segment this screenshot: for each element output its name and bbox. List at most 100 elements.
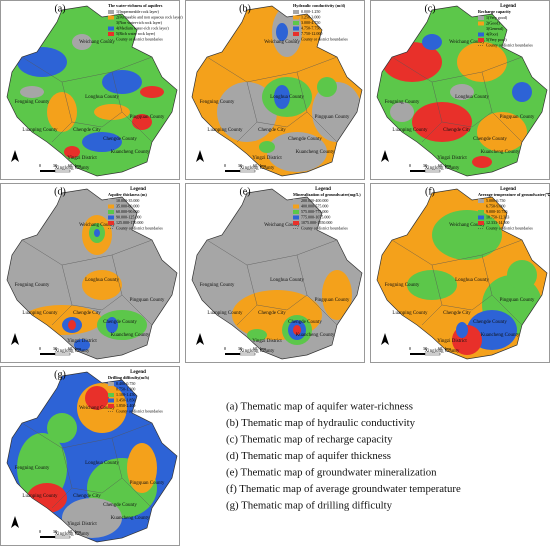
north-arrow xyxy=(196,150,204,162)
scale-label: 60 xyxy=(68,529,73,534)
legend-swatch xyxy=(478,215,484,220)
map-zone xyxy=(274,85,290,109)
legend-item: 3.000-4.750 xyxy=(301,20,320,25)
county-label: Yingzi District xyxy=(67,339,97,344)
legend-item: 0.750-1.100 xyxy=(116,386,135,391)
legend-item: 60.000-90.000 xyxy=(116,209,139,214)
caption: (e) Thematic map of groundwater minerali… xyxy=(226,466,437,478)
legend-item: 2(Permeable and non aqueous rock layer) xyxy=(116,14,183,19)
legend-item: 4.750-7.750 xyxy=(301,25,320,30)
legend-boundary: County or district boundaries xyxy=(301,225,348,230)
county-label: Weichang County xyxy=(79,40,115,45)
county-label: Fengning County xyxy=(385,283,420,288)
legend-item: 7.750-12.000 xyxy=(301,31,322,36)
legend-heading: Legend xyxy=(500,4,516,9)
legend-swatch xyxy=(478,32,484,37)
county-label: Luanping County xyxy=(392,311,428,316)
legend-swatch xyxy=(478,199,484,203)
legend-title: Average temperature of groundwater(℃) xyxy=(478,192,550,197)
scale-label: 30 xyxy=(423,163,428,168)
county-label: Chengde City xyxy=(258,311,286,316)
county-label: Yingzi District xyxy=(252,339,282,344)
scale-label: 60 xyxy=(253,346,258,351)
scale-label: 0 xyxy=(39,346,42,351)
legend-item: 1(Impermeable rock layer) xyxy=(116,9,160,14)
legend-boundary: County or district boundaries xyxy=(301,36,348,41)
county-label: Longhua County xyxy=(270,95,304,100)
county-label: Chengde County xyxy=(473,320,507,325)
legend-swatch xyxy=(108,215,114,220)
scale-bar xyxy=(410,353,425,355)
county-label: Luanping County xyxy=(392,128,428,133)
county-label: Chengde City xyxy=(258,128,286,133)
legend-swatch xyxy=(108,15,114,20)
county-boundary xyxy=(21,239,153,266)
legend-title: Aquifer thickness (m) xyxy=(108,192,147,197)
panel-label: (a) xyxy=(54,3,65,14)
county-label: Fengning County xyxy=(200,283,235,288)
county-label: Longhua County xyxy=(270,278,304,283)
map-zone xyxy=(507,260,537,290)
north-arrow xyxy=(381,333,389,345)
legend-swatch xyxy=(478,16,484,20)
map-zone xyxy=(20,86,44,98)
scale-label: 0 xyxy=(224,163,227,168)
county-label: Pingquan County xyxy=(130,115,165,120)
legend-item: 0.000-1.250 xyxy=(301,9,320,14)
map-zone xyxy=(140,86,164,98)
county-label: Weichang County xyxy=(79,223,115,228)
county-label: Chengde City xyxy=(443,128,471,133)
legend-item: 3(Non water-rich rock layer) xyxy=(116,20,163,25)
legend-item: 10.000-35.000 xyxy=(116,198,139,203)
legend-item: 575.000-775.000 xyxy=(301,209,328,214)
legend-title: Recharge capacity xyxy=(478,9,512,14)
legend-boundary: County or district boundaries xyxy=(116,225,163,230)
scale-label: 0 xyxy=(409,163,412,168)
legend-item: 5(Rich water rock layer) xyxy=(116,31,156,36)
county-boundary xyxy=(206,239,338,266)
county-label: Weichang County xyxy=(79,406,115,411)
county-label: Pingquan County xyxy=(130,298,165,303)
county-boundary xyxy=(391,56,523,83)
legend-item: 1075.000-1550.000 xyxy=(301,220,332,225)
legend-boundary: County or district boundaries xyxy=(116,36,163,41)
county-label: Longhua County xyxy=(85,278,119,283)
county-label: Longhua County xyxy=(455,95,489,100)
scale-label: km xyxy=(445,163,451,168)
map-zone xyxy=(267,132,327,172)
boundaries xyxy=(376,5,548,177)
scale-bar xyxy=(54,352,71,356)
legend-swatch xyxy=(108,21,114,25)
scale-label: km xyxy=(75,346,81,351)
scale-bar xyxy=(40,170,55,172)
panel-label: (d) xyxy=(54,186,66,197)
scale-bar xyxy=(424,352,441,356)
county-label: Fengning County xyxy=(15,283,50,288)
map-zone xyxy=(432,210,502,260)
legend-swatch xyxy=(293,210,299,214)
map-zone xyxy=(407,270,457,300)
legend-item: 3(General) xyxy=(486,26,504,31)
map-zone xyxy=(62,498,122,538)
map-zone xyxy=(127,443,157,493)
county-label: Chengde City xyxy=(73,494,101,499)
map-zone xyxy=(85,386,109,410)
county-label: Kuancheng County xyxy=(111,333,150,338)
map-zone xyxy=(94,104,130,120)
county-label: Xinglong County xyxy=(55,532,90,537)
county-label: Kuancheng County xyxy=(111,516,150,521)
region-outline xyxy=(6,371,178,543)
map-zone xyxy=(317,77,337,97)
county-boundary xyxy=(441,294,493,311)
county-boundary xyxy=(71,477,123,494)
map-zone xyxy=(450,84,474,100)
panel-label: (c) xyxy=(424,3,435,14)
county-label: Weichang County xyxy=(449,223,485,228)
scale-label: km xyxy=(260,163,266,168)
map-panel: Weichang County Fengning County Longhua Co… xyxy=(185,0,365,180)
county-label: Yingzi District xyxy=(67,156,97,161)
map-zone xyxy=(132,114,152,130)
county-label: Luanping County xyxy=(22,128,58,133)
map-zone xyxy=(247,329,267,341)
map-zone xyxy=(47,92,77,132)
